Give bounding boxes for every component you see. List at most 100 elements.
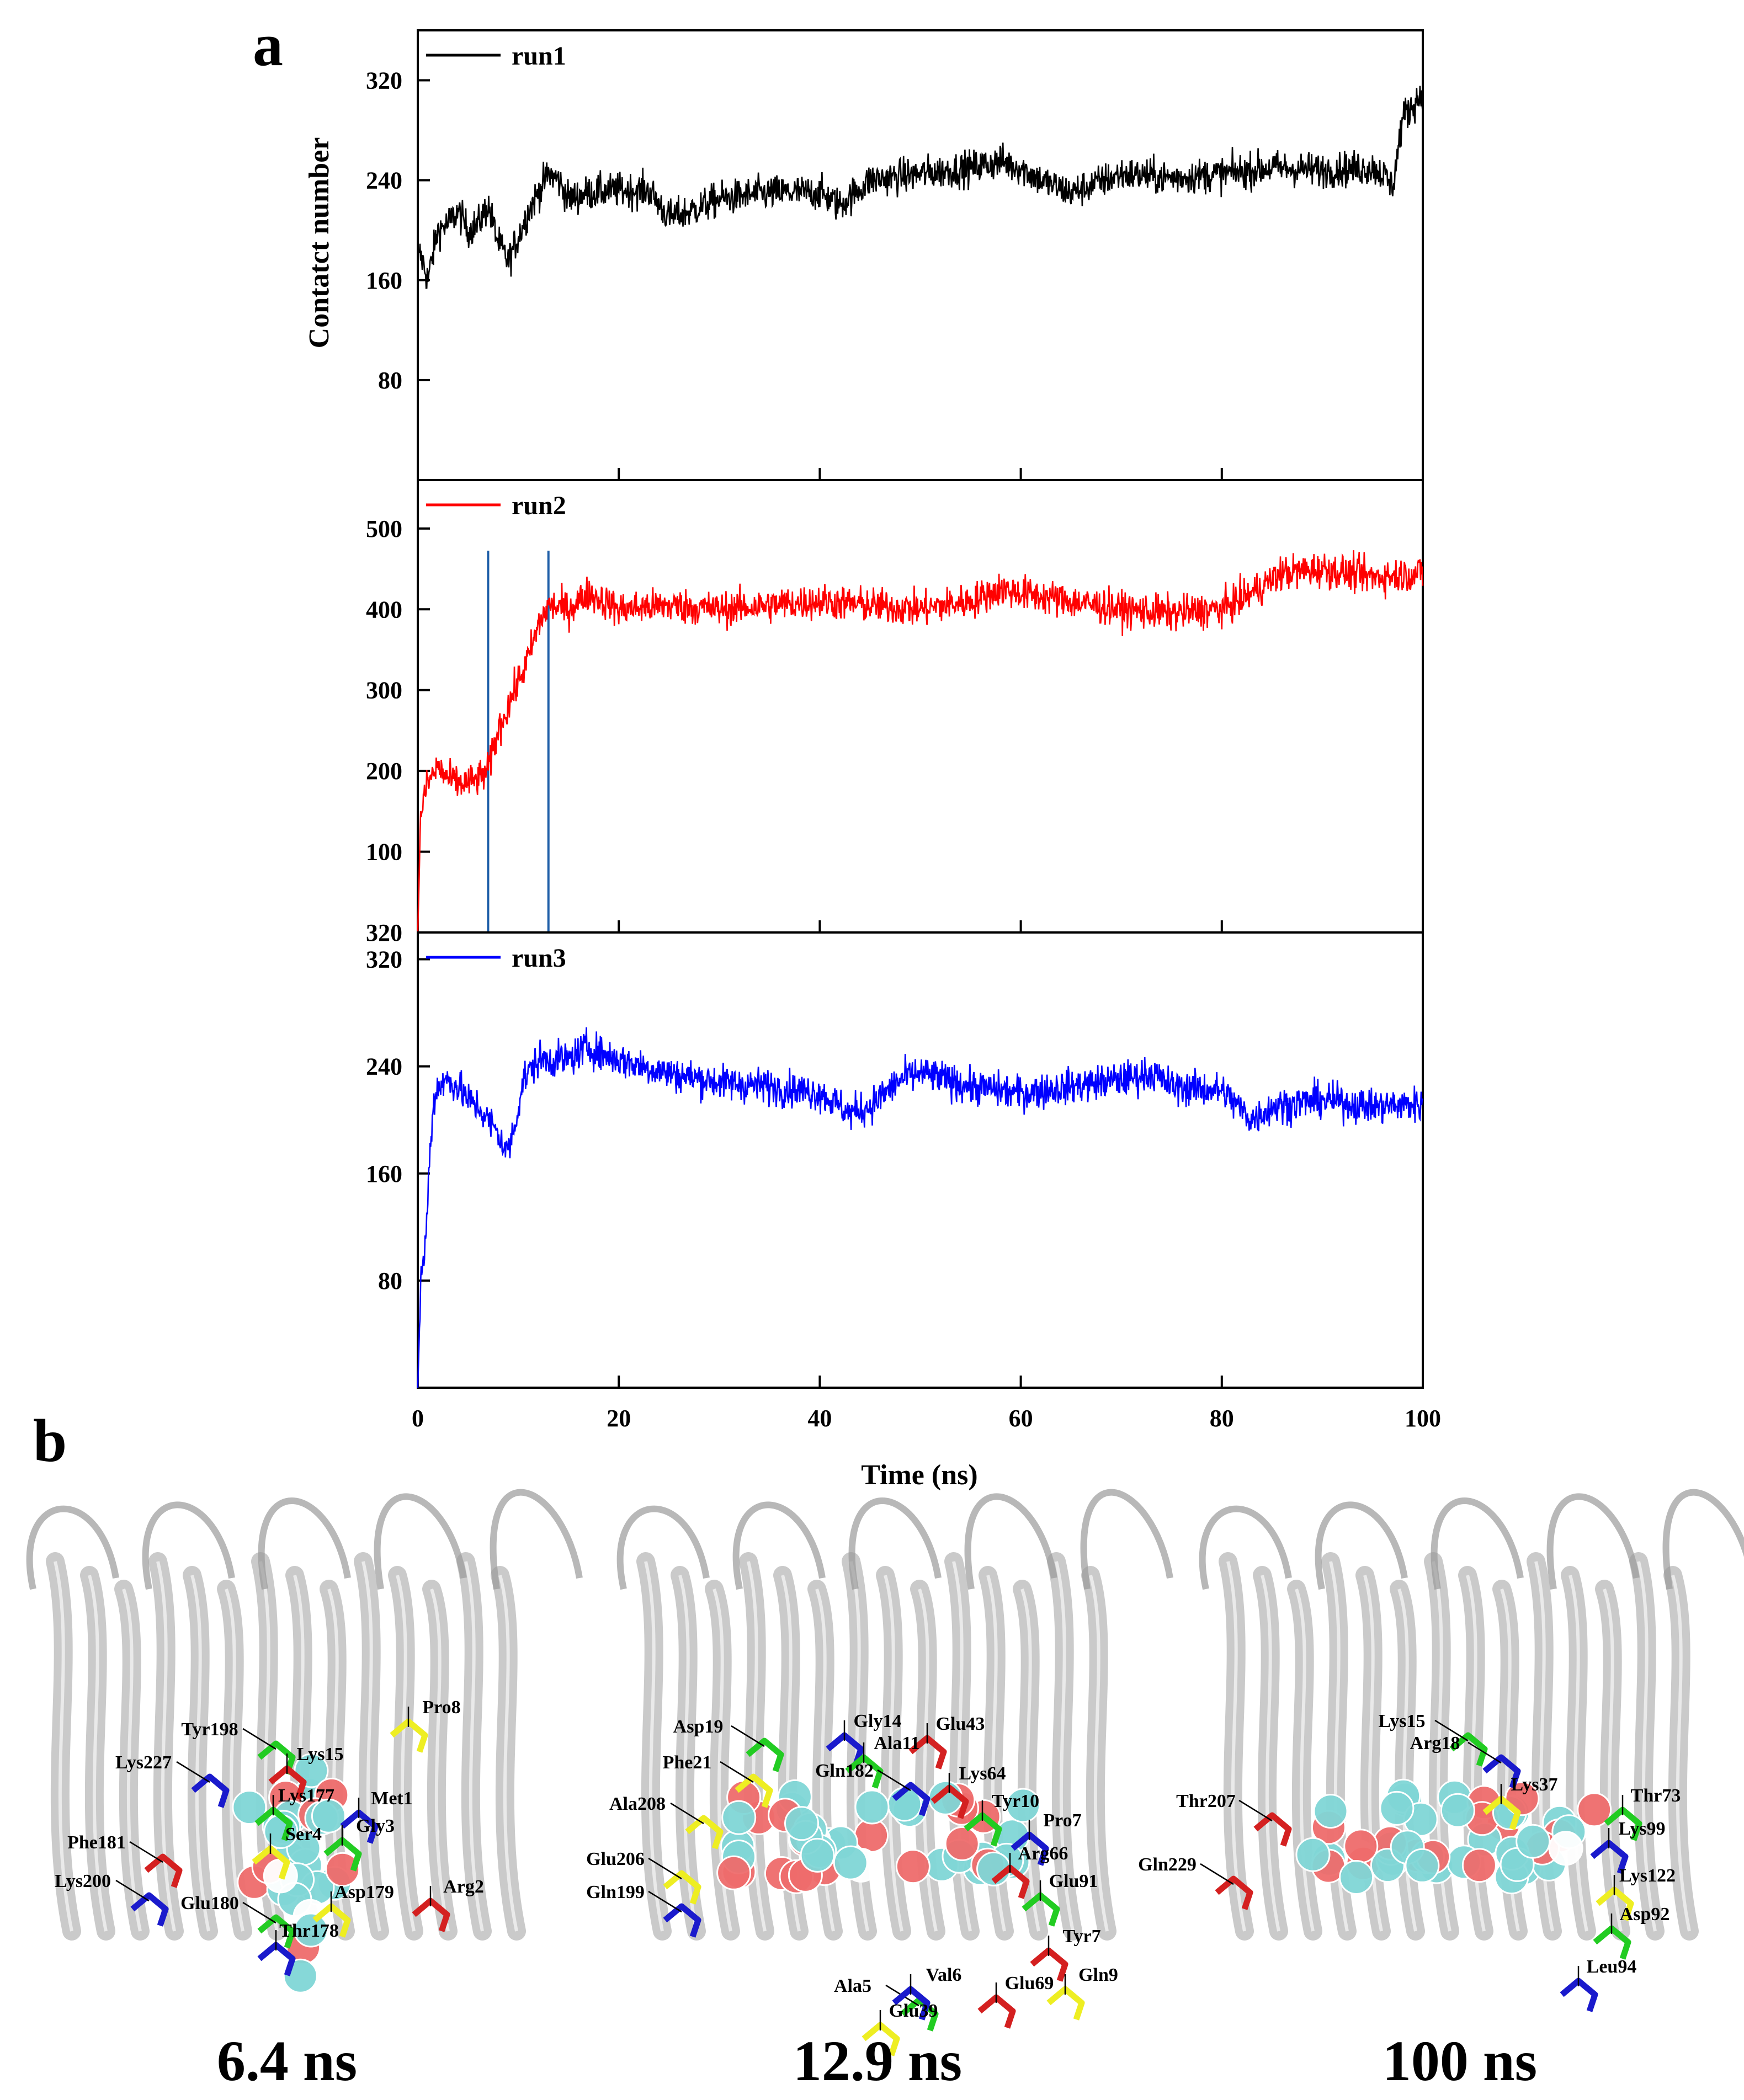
y-tick-label: 240 — [366, 167, 402, 194]
loop — [26, 1505, 119, 1590]
chart-panel-2: 100 200 300 400 500 320 run2 — [366, 479, 1424, 946]
loop — [1080, 1489, 1173, 1590]
residue-label: Leu94 — [1587, 1957, 1637, 1977]
y-tick-label: 320 — [366, 67, 402, 94]
loop — [490, 1489, 583, 1590]
ligand-atom — [1313, 1794, 1348, 1829]
beta-strand-highlight — [430, 1589, 450, 1932]
residue-label: Phe181 — [67, 1832, 126, 1853]
residue-label: Lys99 — [1618, 1819, 1665, 1839]
residue-sidechain — [1593, 1925, 1631, 1960]
residue-label: Ala11 — [874, 1733, 919, 1753]
loop — [1662, 1489, 1744, 1590]
residue-label: Asp19 — [673, 1717, 724, 1737]
x-tick-label: 80 — [1210, 1405, 1234, 1432]
ligand-atom — [854, 1789, 890, 1825]
residue-label: Thr178 — [279, 1921, 339, 1941]
loop — [1199, 1505, 1292, 1590]
residue-sidechain — [390, 1718, 428, 1753]
plot-frame — [417, 29, 1424, 481]
residue-label: Arg66 — [1018, 1843, 1068, 1864]
residue-label: Val6 — [926, 1965, 962, 1985]
ligand-atom — [833, 1845, 868, 1880]
beta-strand-highlight — [190, 1575, 210, 1932]
residue-sidechain — [862, 2022, 900, 2056]
residue-label: Glu206 — [586, 1849, 645, 1869]
residue-sidechain — [1590, 1840, 1629, 1874]
beta-strand-highlight — [361, 1561, 381, 1932]
residue-sidechain — [1046, 1986, 1085, 2021]
residue-label: Pro7 — [1043, 1810, 1081, 1831]
y-tick-label: 160 — [366, 1160, 402, 1187]
residue-sidechain — [191, 1773, 230, 1808]
residue-sidechain — [323, 1837, 362, 1872]
residue-sidechain — [977, 1994, 1016, 2029]
residue-sidechain — [1604, 1806, 1642, 1841]
residue-sidechain — [1011, 1831, 1049, 1866]
series-line-run1 — [417, 86, 1424, 289]
residue-leader-line — [129, 1841, 163, 1863]
residue-label: Tyr10 — [992, 1791, 1039, 1811]
residue-label: Arg2 — [443, 1877, 484, 1897]
residue-leader-line — [176, 1761, 210, 1783]
residue-sidechain — [735, 1773, 773, 1808]
ligand-atom — [1295, 1837, 1331, 1872]
residue-sidechain — [252, 1845, 290, 1880]
ligand-atom — [721, 1800, 757, 1835]
loop — [1431, 1497, 1524, 1590]
residue-sidechain — [257, 1914, 296, 1949]
residue-label: Gly3 — [356, 1816, 395, 1836]
residue-sidechain — [1030, 1947, 1068, 1982]
legend-label-run1: run1 — [512, 41, 566, 71]
beta-strand-highlight — [54, 1561, 73, 1932]
residue-sidechain — [1596, 1886, 1634, 1921]
residue-leader-line — [648, 1857, 682, 1880]
y-axis-title: Contatct number — [304, 137, 335, 349]
plot-frame — [417, 479, 1424, 934]
y-tick-label: 200 — [366, 758, 402, 785]
loop — [964, 1493, 1057, 1590]
beta-strand-highlight — [156, 1561, 176, 1932]
residue-leader-line — [731, 1725, 765, 1747]
x-tick-label: 60 — [1009, 1405, 1033, 1432]
residue-label: Ala5 — [834, 1976, 871, 1996]
residue-sidechain — [1482, 1795, 1521, 1830]
beta-strand-highlight — [1568, 1575, 1588, 1932]
ligand-atom — [895, 1849, 931, 1884]
panel-b-letter: b — [33, 1407, 67, 1474]
loop — [848, 1497, 942, 1590]
y-tick-label: 80 — [378, 1267, 402, 1294]
residue-label: Lys37 — [1511, 1774, 1557, 1795]
chart-panel-1: 80 160 240 320 run1 — [366, 29, 1424, 481]
beta-strand-highlight — [122, 1589, 142, 1932]
beta-strand-highlight — [396, 1575, 416, 1932]
residue-label: Glu43 — [936, 1714, 985, 1734]
residue-sidechain — [685, 1815, 724, 1850]
residue-label: Thr73 — [1631, 1785, 1681, 1806]
residue-leader-line — [670, 1802, 704, 1825]
residue-label: Glu39 — [889, 2001, 938, 2021]
beta-strand-highlight — [678, 1575, 698, 1932]
series-line-run2 — [417, 550, 1424, 933]
ligand-atom — [232, 1790, 267, 1825]
panel-a-letter: a — [253, 11, 283, 78]
y-tick-label: 400 — [366, 596, 402, 623]
residue-sidechain — [1253, 1812, 1292, 1847]
residue-leader-line — [1467, 1741, 1502, 1764]
x-tick-label: 100 — [1405, 1405, 1441, 1432]
plot-frame — [417, 931, 1424, 1389]
y-tick-label: 320 — [366, 919, 402, 946]
residue-leader-line — [242, 1901, 277, 1924]
ligand-atom — [784, 1806, 819, 1841]
snapshot-time-label: 6.4 ns — [217, 2029, 357, 2093]
ligand-atom — [944, 1826, 980, 1861]
beta-strand-highlight — [1020, 1589, 1040, 1932]
residue-label: Pro8 — [422, 1697, 460, 1718]
structure-panels: Tyr198 Lys227 Lys15 Pro8 Lys177 Met1 Phe181 Ser… — [26, 1489, 1744, 2093]
y-tick-label: 100 — [366, 839, 402, 866]
beta-strand-highlight — [88, 1575, 108, 1932]
x-tick-label: 0 — [412, 1405, 424, 1432]
residue-sidechain — [931, 1784, 969, 1819]
beta-strand-highlight — [1055, 1561, 1075, 1932]
